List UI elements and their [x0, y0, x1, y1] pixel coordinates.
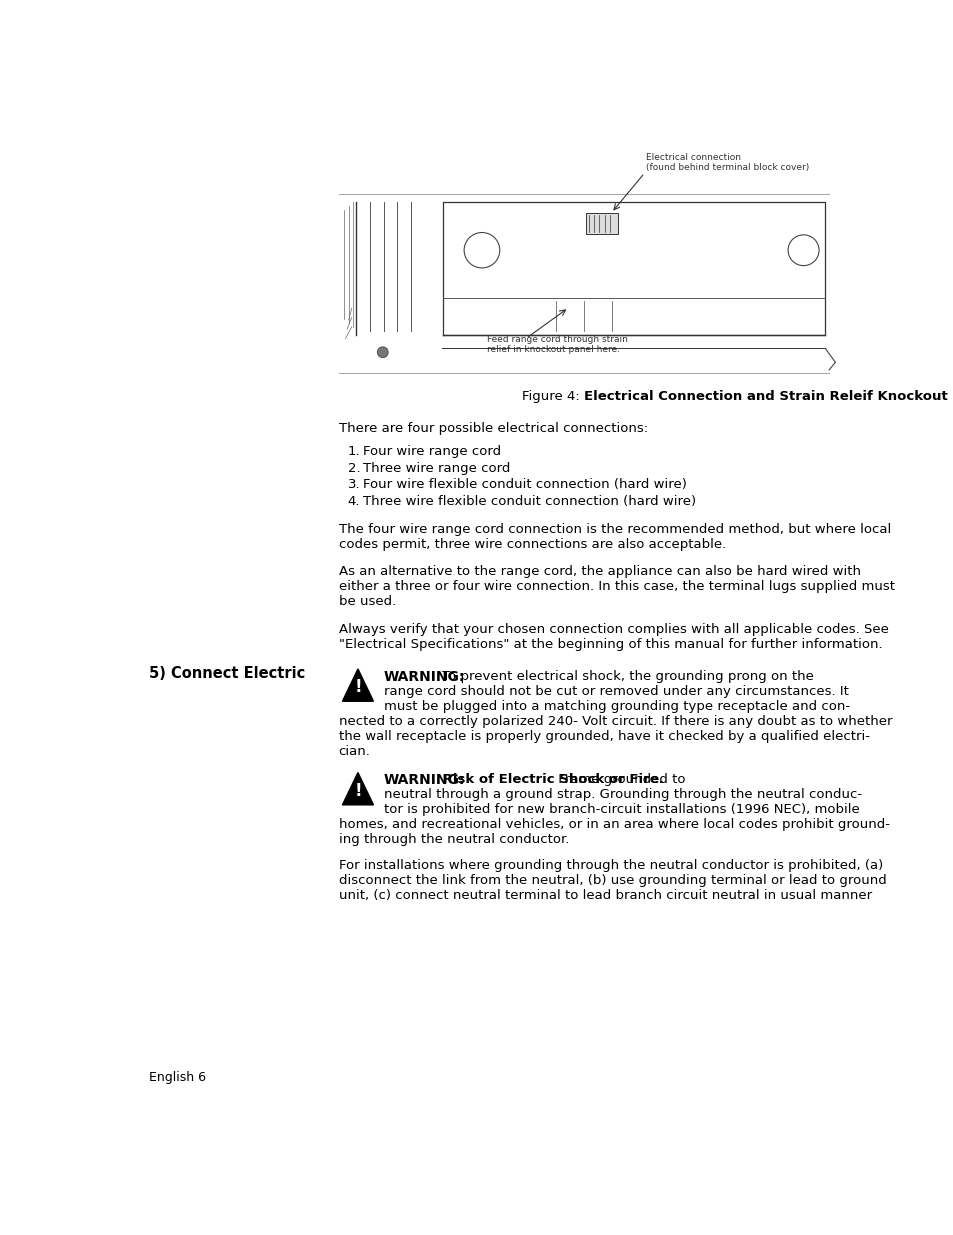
Text: the wall receptacle is properly grounded, have it checked by a qualified electri: the wall receptacle is properly grounded…	[338, 730, 869, 742]
Circle shape	[377, 347, 388, 358]
Bar	[585, 212, 618, 235]
Text: tor is prohibited for new branch-circuit installations (1996 NEC), mobile: tor is prohibited for new branch-circuit…	[383, 804, 859, 816]
Text: range cord should not be cut or removed under any circumstances. It: range cord should not be cut or removed …	[383, 684, 847, 698]
Text: English 6: English 6	[149, 1071, 206, 1084]
Text: must be plugged into a matching grounding type receptacle and con-: must be plugged into a matching groundin…	[383, 700, 849, 713]
Text: codes permit, three wire connections are also acceptable.: codes permit, three wire connections are…	[338, 537, 725, 551]
Text: Risk of Electric Shock or Fire.: Risk of Electric Shock or Fire.	[437, 773, 663, 787]
Text: There are four possible electrical connections:: There are four possible electrical conne…	[338, 422, 647, 435]
Text: 5) Connect Electric: 5) Connect Electric	[149, 666, 305, 680]
Polygon shape	[342, 773, 373, 805]
Polygon shape	[342, 669, 373, 701]
Text: either a three or four wire connection. In this case, the terminal lugs supplied: either a three or four wire connection. …	[338, 580, 894, 594]
Text: nected to a correctly polarized 240- Volt circuit. If there is any doubt as to w: nected to a correctly polarized 240- Vol…	[338, 715, 891, 727]
Text: unit, (c) connect neutral terminal to lead branch circuit neutral in usual manne: unit, (c) connect neutral terminal to le…	[338, 889, 871, 902]
Text: disconnect the link from the neutral, (b) use grounding terminal or lead to grou: disconnect the link from the neutral, (b…	[338, 874, 885, 887]
Text: homes, and recreational vehicles, or in an area where local codes prohibit groun: homes, and recreational vehicles, or in …	[338, 819, 888, 831]
Text: Feed range cord through strain
relief in knockout panel here.: Feed range cord through strain relief in…	[487, 335, 628, 354]
Text: WARNING:: WARNING:	[383, 669, 464, 684]
Text: !: !	[354, 782, 361, 800]
Text: "Electrical Specifications" at the beginning of this manual for further informat: "Electrical Specifications" at the begin…	[338, 638, 882, 651]
Text: neutral through a ground strap. Grounding through the neutral conduc-: neutral through a ground strap. Groundin…	[383, 788, 861, 802]
Text: 2.: 2.	[348, 462, 360, 474]
Text: Four wire flexible conduit connection (hard wire): Four wire flexible conduit connection (h…	[363, 478, 686, 492]
Text: Frame grounded to: Frame grounded to	[554, 773, 685, 787]
Text: Three wire flexible conduit connection (hard wire): Three wire flexible conduit connection (…	[363, 495, 696, 509]
Text: 1.: 1.	[348, 445, 360, 458]
Text: To prevent electrical shock, the grounding prong on the: To prevent electrical shock, the groundi…	[437, 669, 813, 683]
Text: WARNING:: WARNING:	[383, 773, 464, 788]
Text: Four wire range cord: Four wire range cord	[363, 445, 501, 458]
Text: 3.: 3.	[348, 478, 360, 492]
Text: Electrical connection
(found behind terminal block cover): Electrical connection (found behind term…	[645, 153, 809, 172]
Text: Figure 4:: Figure 4:	[521, 390, 583, 403]
Text: Electrical Connection and Strain Releif Knockout Panel Locations: Electrical Connection and Strain Releif …	[583, 390, 953, 403]
Text: Always verify that your chosen connection complies with all applicable codes. Se: Always verify that your chosen connectio…	[338, 624, 887, 636]
Text: 4.: 4.	[348, 495, 360, 509]
Text: cian.: cian.	[338, 745, 370, 758]
Text: be used.: be used.	[338, 595, 395, 609]
Text: As an alternative to the range cord, the appliance can also be hard wired with: As an alternative to the range cord, the…	[338, 566, 860, 578]
Text: The four wire range cord connection is the recommended method, but where local: The four wire range cord connection is t…	[338, 522, 890, 536]
Text: !: !	[354, 678, 361, 697]
Text: ing through the neutral conductor.: ing through the neutral conductor.	[338, 834, 568, 846]
Text: For installations where grounding through the neutral conductor is prohibited, (: For installations where grounding throug…	[338, 860, 882, 872]
Text: Three wire range cord: Three wire range cord	[363, 462, 510, 474]
